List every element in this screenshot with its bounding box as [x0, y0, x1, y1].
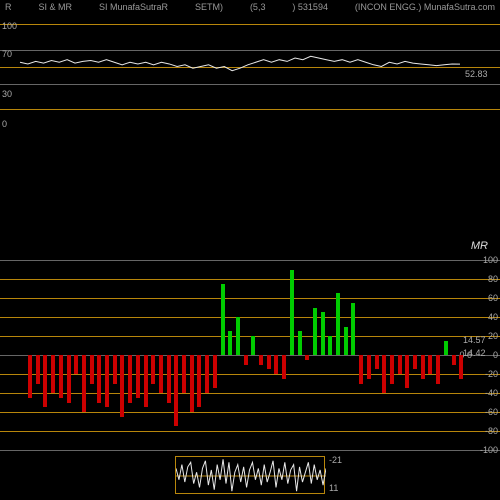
header-t2: SI & MR [38, 2, 72, 12]
mr-bar [36, 355, 40, 384]
mr-bar [359, 355, 363, 384]
mr-bar [298, 331, 302, 355]
mr-bar [274, 355, 278, 374]
rsi-label: 0 [2, 119, 7, 129]
mr-title: MR [471, 240, 488, 252]
mr-bar [221, 284, 225, 355]
mr-bar [251, 336, 255, 355]
mr-bar [344, 327, 348, 356]
mr-axis-label: 40 [488, 312, 498, 322]
mr-bar [136, 355, 140, 398]
mr-bar [282, 355, 286, 379]
mr-bar [244, 355, 248, 365]
mr-axis-label: 60 [488, 293, 498, 303]
mr-value-label: 14.42 [463, 348, 486, 358]
mr-axis-label: -20 [485, 369, 498, 379]
mr-bar [59, 355, 63, 398]
mr-axis-label: 80 [488, 274, 498, 284]
mr-bar [128, 355, 132, 403]
header-t7: (INCON ENGG.) MunafaSutra.com [355, 2, 495, 12]
mr-axis-label: 100 [483, 255, 498, 265]
mr-bar [144, 355, 148, 407]
mr-bar [159, 355, 163, 393]
rsi-line [0, 24, 500, 109]
mini-line [176, 457, 326, 495]
mr-bar [405, 355, 409, 388]
mr-bar [197, 355, 201, 407]
header-t4: SETM) [195, 2, 223, 12]
mr-bar [313, 308, 317, 356]
mr-bar [367, 355, 371, 379]
mr-bar [305, 355, 309, 360]
mr-axis-label: 0 [493, 350, 498, 360]
mr-axis-label: -80 [485, 426, 498, 436]
mr-axis-label: -60 [485, 407, 498, 417]
mr-bar [290, 270, 294, 356]
mr-value-label: 14.57 [463, 335, 486, 345]
mr-bar [328, 336, 332, 355]
mr-axis-label: -100 [480, 445, 498, 455]
mr-bar [213, 355, 217, 388]
mini-label: -21 [329, 455, 342, 465]
mr-bar [174, 355, 178, 426]
header-t3: SI MunafaSutraR [99, 2, 168, 12]
mr-axis-label: -40 [485, 388, 498, 398]
mini-label: 11 [329, 483, 338, 493]
mr-bar [51, 355, 55, 393]
mr-bar [351, 303, 355, 355]
mr-bar [105, 355, 109, 407]
mr-bar [382, 355, 386, 393]
header-t1: R [5, 2, 12, 12]
header-row: R SI & MR SI MunafaSutraR SETM) (5,3 ) 5… [0, 0, 500, 14]
mr-bar [113, 355, 117, 384]
rsi-panel: 1007030052.83 [0, 24, 500, 109]
mr-bar [151, 355, 155, 384]
mr-bar [267, 355, 271, 369]
mr-bar [190, 355, 194, 412]
mr-panel: 100806040200-20-40-60-80-1000 014.5714.4… [0, 260, 500, 450]
header-t6: ) 531594 [292, 2, 328, 12]
mr-bar [182, 355, 186, 393]
mr-bar [205, 355, 209, 393]
mr-bar [259, 355, 263, 365]
mr-bar [120, 355, 124, 417]
mr-bar [459, 355, 463, 379]
mini-chart: -2111 [175, 456, 325, 494]
mr-bar [375, 355, 379, 369]
mr-bar [236, 317, 240, 355]
mr-bar [82, 355, 86, 412]
mr-axis-label: 20 [488, 331, 498, 341]
mr-bar [97, 355, 101, 403]
mr-bar [336, 293, 340, 355]
header-t5: (5,3 [250, 2, 266, 12]
mr-bar [413, 355, 417, 369]
mr-bar [398, 355, 402, 374]
mr-bar [74, 355, 78, 374]
mr-bar [43, 355, 47, 407]
mr-bar [428, 355, 432, 374]
mr-bar [452, 355, 456, 365]
mr-bar [90, 355, 94, 384]
mr-bar [321, 312, 325, 355]
mr-bar [436, 355, 440, 384]
mr-bar [67, 355, 71, 403]
mr-bar [167, 355, 171, 403]
mr-bar [421, 355, 425, 379]
mr-bar [444, 341, 448, 355]
mr-bar [28, 355, 32, 398]
mr-bar [390, 355, 394, 384]
mr-bar [228, 331, 232, 355]
